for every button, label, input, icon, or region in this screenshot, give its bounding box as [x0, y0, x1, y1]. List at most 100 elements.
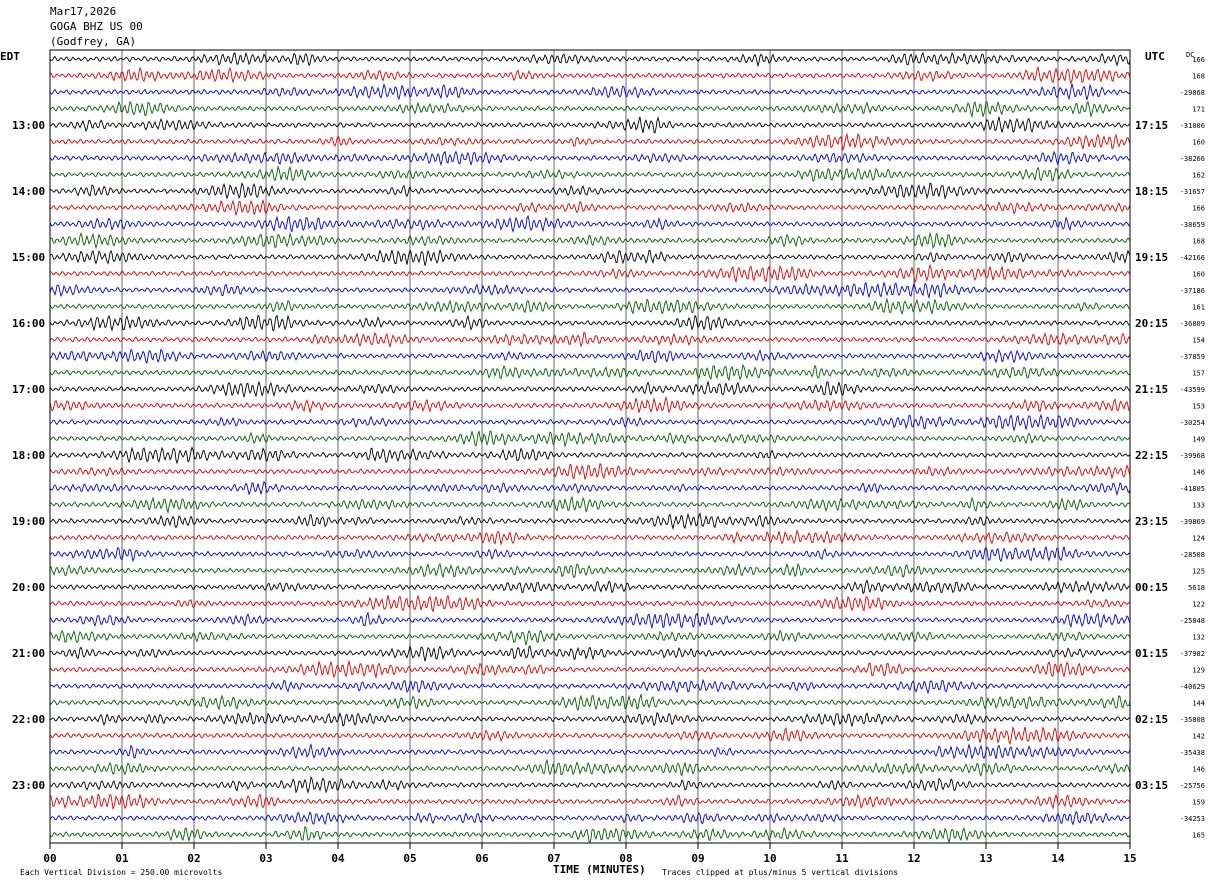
- left-time-label: 20:00: [12, 581, 45, 594]
- clip-note: Traces clipped at plus/minus 5 vertical …: [662, 868, 898, 877]
- dc-offset-label: 149: [1192, 436, 1205, 444]
- right-time-label: 00:15: [1135, 581, 1168, 594]
- right-zone-label: UTC: [1145, 50, 1165, 63]
- seismic-trace: [49, 793, 1131, 811]
- dc-offset-label: -31006: [1180, 122, 1205, 130]
- seismic-trace: [49, 759, 1131, 777]
- seismic-trace: [49, 775, 1131, 794]
- left-time-label: 19:00: [12, 515, 45, 528]
- seismic-trace: [49, 297, 1131, 316]
- left-time-label: 17:00: [12, 383, 45, 396]
- seismic-trace: [49, 644, 1131, 662]
- dc-offset-label: -38659: [1180, 221, 1205, 229]
- dc-offset-label: -38266: [1180, 155, 1205, 163]
- left-time-label: 16:00: [12, 317, 45, 330]
- left-zone-label: EDT: [0, 50, 20, 63]
- left-time-label: 14:00: [12, 185, 45, 198]
- left-time-label: 21:00: [12, 647, 45, 660]
- x-tick-label: 14: [1051, 852, 1065, 865]
- seismic-trace: [49, 199, 1131, 217]
- seismic-trace: [49, 562, 1131, 579]
- dc-offset-label: 125: [1192, 568, 1205, 576]
- seismic-trace: [49, 594, 1131, 613]
- dc-offset-label: -28508: [1180, 551, 1205, 559]
- seismic-trace: [49, 462, 1131, 480]
- dc-offset-label: -34253: [1180, 815, 1205, 823]
- seismic-trace: [49, 51, 1131, 68]
- seismic-trace: [49, 116, 1131, 134]
- dc-offset-label: 160: [1192, 271, 1205, 279]
- x-tick-label: 03: [259, 852, 272, 865]
- seismic-trace: [49, 150, 1131, 167]
- dc-offset-label: -40629: [1180, 683, 1205, 691]
- seismic-trace: [49, 165, 1131, 182]
- scale-text: Each Vertical Division = 250.00 microvol…: [20, 868, 222, 877]
- dc-offset-label: -29868: [1180, 89, 1205, 97]
- seismic-trace: [49, 413, 1131, 432]
- dc-offset-label: 144: [1192, 700, 1205, 708]
- seismic-trace: [49, 446, 1131, 465]
- dc-offset-label: 166: [1192, 205, 1205, 213]
- dc-offset-label: 168: [1192, 73, 1205, 81]
- seismic-trace: [49, 182, 1131, 200]
- seismic-trace: [49, 348, 1131, 364]
- seismic-trace: [49, 248, 1131, 266]
- x-tick-label: 09: [691, 852, 704, 865]
- seismic-trace: [49, 611, 1131, 630]
- dc-offset-label: -25848: [1180, 617, 1205, 625]
- seismic-trace: [49, 629, 1131, 646]
- seismic-trace: [49, 692, 1131, 712]
- x-tick-label: 15: [1123, 852, 1136, 865]
- dc-offset-label: -35438: [1180, 749, 1205, 757]
- dc-offset-label: 160: [1192, 139, 1205, 147]
- x-tick-label: 11: [835, 852, 849, 865]
- dc-offset-label: -43599: [1180, 386, 1205, 394]
- dc-offset-label: -35808: [1180, 716, 1205, 724]
- seismic-trace: [49, 281, 1131, 300]
- dc-offset-label: 161: [1192, 304, 1205, 312]
- seismic-trace: [49, 725, 1131, 746]
- right-time-label: 23:15: [1135, 515, 1168, 528]
- dc-offset-label: 142: [1192, 733, 1205, 741]
- seismic-trace: [49, 810, 1131, 826]
- right-time-label: 01:15: [1135, 647, 1168, 660]
- dc-offset-label: -25756: [1180, 782, 1205, 790]
- right-time-label: 20:15: [1135, 317, 1168, 330]
- dc-offset-label: 157: [1192, 370, 1205, 378]
- seismic-trace: [49, 65, 1131, 85]
- left-time-label: 15:00: [12, 251, 45, 264]
- x-tick-label: 02: [187, 852, 200, 865]
- location-label: (Godfrey, GA): [50, 35, 137, 48]
- left-time-label: 22:00: [12, 713, 45, 726]
- right-time-label: 21:15: [1135, 383, 1168, 396]
- dc-offset-label: 124: [1192, 535, 1205, 543]
- dc-offset-label: 153: [1192, 403, 1205, 411]
- seismic-trace: [49, 380, 1131, 398]
- seismic-trace: [49, 100, 1131, 118]
- seismic-trace: [49, 825, 1131, 844]
- seismic-trace: [49, 742, 1131, 760]
- right-time-label: 19:15: [1135, 251, 1168, 264]
- left-time-label: 13:00: [12, 119, 45, 132]
- date-label: Mar17,2026: [50, 5, 117, 18]
- dc-offset-label: 165: [1192, 832, 1205, 840]
- left-time-label: 18:00: [12, 449, 45, 462]
- dc-offset-label: -41805: [1180, 485, 1205, 493]
- dc-offset-label: 133: [1192, 502, 1205, 510]
- seismic-trace: [49, 429, 1131, 448]
- x-tick-label: 04: [331, 852, 345, 865]
- seismic-trace: [49, 331, 1131, 349]
- seismic-trace: [49, 132, 1131, 152]
- x-tick-label: 01: [115, 852, 129, 865]
- x-tick-label: 06: [475, 852, 489, 865]
- dc-offset-label: -31657: [1180, 188, 1205, 196]
- x-axis-label: TIME (MINUTES): [553, 863, 646, 876]
- x-tick-label: 13: [979, 852, 992, 865]
- dc-offset-label: 171: [1192, 106, 1205, 114]
- seismic-trace: [49, 214, 1131, 233]
- x-tick-label: 10: [763, 852, 776, 865]
- dc-offset-label: 146: [1192, 766, 1205, 774]
- dc-offset-label: 5618: [1188, 584, 1205, 592]
- seismic-trace: [49, 314, 1131, 332]
